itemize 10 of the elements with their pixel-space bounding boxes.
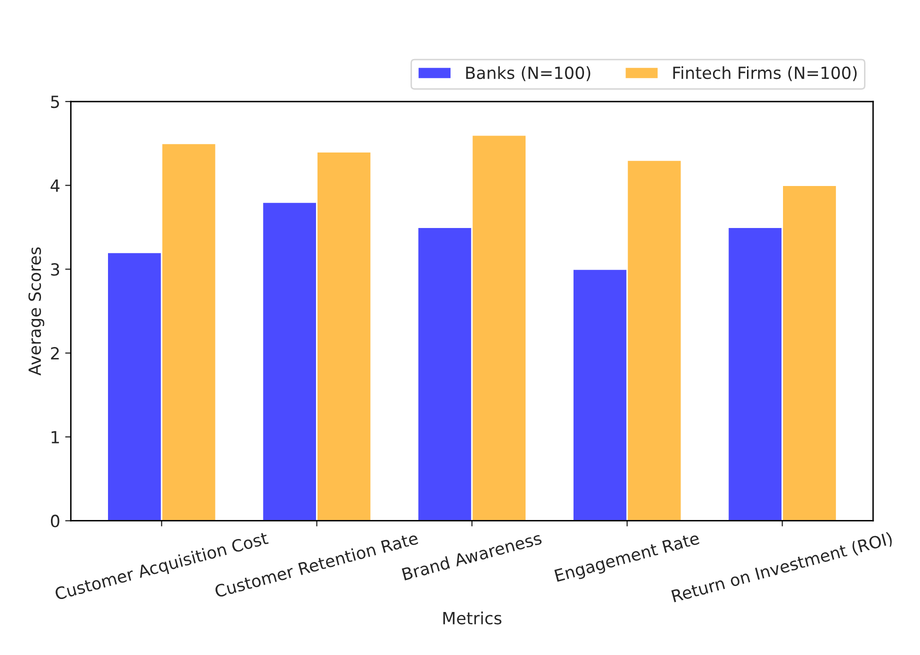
y-tick-label: 5 [51,96,59,108]
y-axis-title: Average Scores [28,247,44,376]
x-axis-title: Metrics [443,612,502,624]
y-tick-label: 4 [50,180,60,192]
y-tick-label: 1 [52,431,59,444]
legend-label: Fintech Firms (N=100) [673,66,857,82]
y-tick-label: 2 [51,347,59,360]
y-tick-label: 0 [50,514,60,528]
y-tick-label: 3 [51,263,60,276]
legend-label: Banks (N=100) [466,66,590,82]
